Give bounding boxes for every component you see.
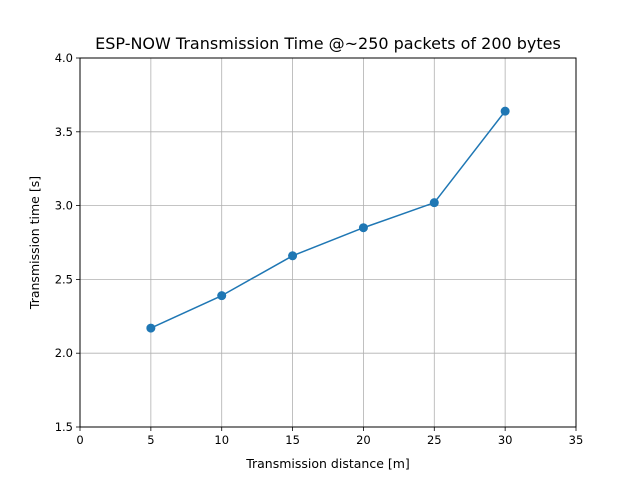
series-layer [146, 106, 510, 333]
y-tick-label: 4.0 [55, 51, 73, 65]
x-tick-label: 10 [214, 433, 229, 447]
data-point [358, 223, 368, 233]
y-tick-label: 1.5 [55, 420, 73, 434]
x-tick-label: 35 [569, 433, 584, 447]
data-point [500, 106, 510, 116]
y-tick-label: 3.0 [55, 199, 73, 213]
series-line [150, 110, 506, 329]
ticks: 0 5 10 15 20 25 30 35 1.5 2.0 2.5 3.0 3.5 4.0 [55, 51, 584, 447]
data-point [217, 291, 227, 301]
data-point [146, 323, 156, 333]
x-axis-label: Transmission distance [m] [245, 456, 410, 471]
data-point [288, 251, 298, 261]
data-point [429, 198, 439, 208]
plot-frame [79, 57, 577, 428]
x-tick-label: 20 [356, 433, 371, 447]
x-tick-label: 15 [285, 433, 300, 447]
chart-title: ESP-NOW Transmission Time @~250 packets … [95, 34, 561, 53]
x-tick-label: 5 [147, 433, 154, 447]
y-tick-label: 2.5 [55, 272, 73, 286]
y-tick-label: 3.5 [55, 125, 73, 139]
x-tick-label: 0 [76, 433, 83, 447]
x-tick-label: 25 [427, 433, 442, 447]
y-axis-label: Transmission time [s] [27, 176, 42, 310]
x-tick-label: 30 [498, 433, 513, 447]
y-tick-label: 2.0 [55, 346, 73, 360]
